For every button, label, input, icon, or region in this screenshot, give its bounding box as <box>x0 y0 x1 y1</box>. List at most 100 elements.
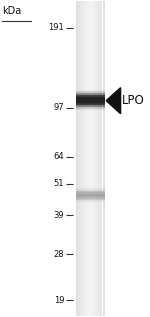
Text: 28: 28 <box>54 250 64 259</box>
Bar <box>97 1 98 316</box>
Bar <box>76 103 105 104</box>
Bar <box>76 91 105 93</box>
Bar <box>79 1 80 316</box>
Bar <box>76 95 105 96</box>
Bar <box>76 194 105 195</box>
Bar <box>83 1 84 316</box>
Bar <box>76 94 105 96</box>
Bar <box>76 107 105 109</box>
Bar <box>80 1 81 316</box>
Bar <box>76 193 105 194</box>
Bar <box>76 197 105 198</box>
Bar <box>101 1 102 316</box>
Bar <box>103 1 104 316</box>
Bar <box>76 99 105 100</box>
Bar <box>76 91 105 92</box>
Bar <box>76 202 105 203</box>
Bar <box>76 192 105 193</box>
Bar <box>76 106 105 107</box>
Bar <box>78 1 79 316</box>
Bar <box>76 197 105 198</box>
Bar <box>76 108 105 109</box>
Bar <box>76 201 105 202</box>
Bar <box>76 100 105 101</box>
Bar <box>76 107 105 108</box>
Bar <box>81 1 82 316</box>
Bar <box>76 102 105 103</box>
Polygon shape <box>106 87 121 114</box>
Bar <box>76 202 105 203</box>
Bar <box>100 1 101 316</box>
Bar <box>76 107 105 108</box>
Bar <box>76 96 105 97</box>
Bar <box>94 1 95 316</box>
Bar <box>76 97 105 98</box>
Bar <box>76 96 105 97</box>
Bar <box>82 1 83 316</box>
Bar <box>76 90 105 91</box>
Bar <box>76 94 105 95</box>
Bar <box>76 92 105 93</box>
Bar <box>76 95 105 96</box>
Bar <box>76 104 105 105</box>
Bar <box>76 98 105 99</box>
Bar <box>103 1 104 316</box>
Bar <box>76 92 105 93</box>
Bar <box>76 196 105 197</box>
Bar <box>76 192 105 193</box>
Bar <box>93 1 94 316</box>
Bar <box>102 1 103 316</box>
Bar <box>76 107 105 108</box>
Bar <box>76 100 105 101</box>
Bar <box>76 191 105 192</box>
Bar <box>76 200 105 201</box>
Bar <box>76 197 105 199</box>
Bar <box>76 103 105 104</box>
Bar <box>76 193 105 194</box>
Bar <box>76 193 105 194</box>
Bar <box>76 97 105 98</box>
Bar <box>76 191 105 192</box>
Bar <box>76 105 105 106</box>
Bar <box>76 93 105 94</box>
Bar <box>92 1 93 316</box>
Bar <box>100 1 101 316</box>
Bar <box>104 1 105 316</box>
Bar <box>84 1 85 316</box>
Text: kDa: kDa <box>2 6 21 16</box>
Bar <box>76 198 105 199</box>
Bar <box>76 109 105 110</box>
Text: LPO: LPO <box>122 94 145 107</box>
Bar <box>76 90 105 91</box>
Bar <box>76 101 105 103</box>
Bar <box>76 194 105 195</box>
Bar <box>76 199 105 200</box>
Text: 64: 64 <box>54 152 64 161</box>
Bar <box>87 1 88 316</box>
Bar <box>91 1 92 316</box>
Bar <box>76 195 105 196</box>
Bar <box>76 198 105 199</box>
Bar <box>76 191 105 192</box>
Bar <box>76 188 105 189</box>
Bar <box>96 1 97 316</box>
Bar <box>76 195 105 196</box>
Text: 97: 97 <box>54 103 64 112</box>
Bar <box>76 109 105 110</box>
Bar <box>76 199 105 200</box>
Bar <box>76 196 105 197</box>
Bar <box>76 1 77 316</box>
Bar <box>76 101 105 102</box>
Bar <box>76 90 105 91</box>
Bar <box>99 1 100 316</box>
Bar <box>76 106 105 107</box>
Text: 19: 19 <box>54 295 64 305</box>
Bar <box>76 201 105 202</box>
Bar <box>76 102 105 103</box>
Bar <box>76 190 105 191</box>
Bar <box>76 104 105 105</box>
Bar <box>76 94 105 95</box>
Bar <box>76 190 105 191</box>
Bar <box>76 96 105 97</box>
Bar <box>76 200 105 201</box>
